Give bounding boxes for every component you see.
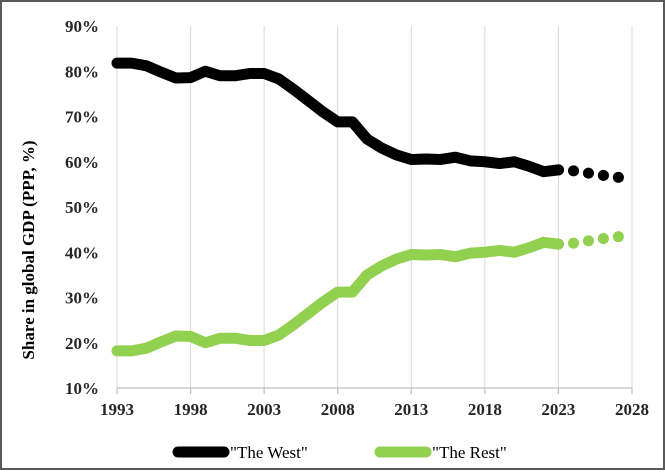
series-rest (111, 228, 638, 357)
series-line-projection (552, 228, 638, 250)
x-tick-labels: 1993 1998 2003 2008 2013 2018 2023 2028 (100, 400, 649, 419)
y-tick-label: 30% (65, 289, 99, 308)
y-tick-label: 60% (65, 153, 99, 172)
y-tick-labels: 10% 20% 30% 40% 50% 60% 70% 80% 90% (65, 17, 99, 398)
legend-label: "The Rest" (432, 443, 507, 462)
y-tick-label: 10% (65, 379, 99, 398)
y-tick-label: 50% (65, 198, 99, 217)
y-axis-title: Share in global GDP (PPP, %) (19, 140, 38, 359)
x-tick-label: 2013 (394, 400, 428, 419)
legend: "The West" "The Rest" (172, 443, 507, 462)
grid (116, 26, 633, 388)
y-tick-label: 80% (65, 62, 99, 81)
x-tick-label: 1998 (174, 400, 208, 419)
x-tick-label: 2028 (615, 400, 649, 419)
x-tick-label: 2003 (247, 400, 281, 419)
y-tick-label: 40% (65, 243, 99, 262)
y-tick-label: 90% (65, 17, 99, 36)
series-line-projection (552, 164, 638, 186)
x-tick-label: 2018 (468, 400, 502, 419)
series-line-actual (111, 236, 564, 357)
y-tick-label: 70% (65, 108, 99, 127)
series-line-actual (111, 57, 564, 178)
x-tick-label: 2008 (321, 400, 355, 419)
x-tick-label: 2023 (541, 400, 575, 419)
series (111, 57, 638, 357)
series-west (111, 57, 638, 186)
y-tick-label: 20% (65, 334, 99, 353)
axes (116, 387, 633, 394)
legend-label: "The West" (230, 443, 308, 462)
x-tick-label: 1993 (100, 400, 134, 419)
